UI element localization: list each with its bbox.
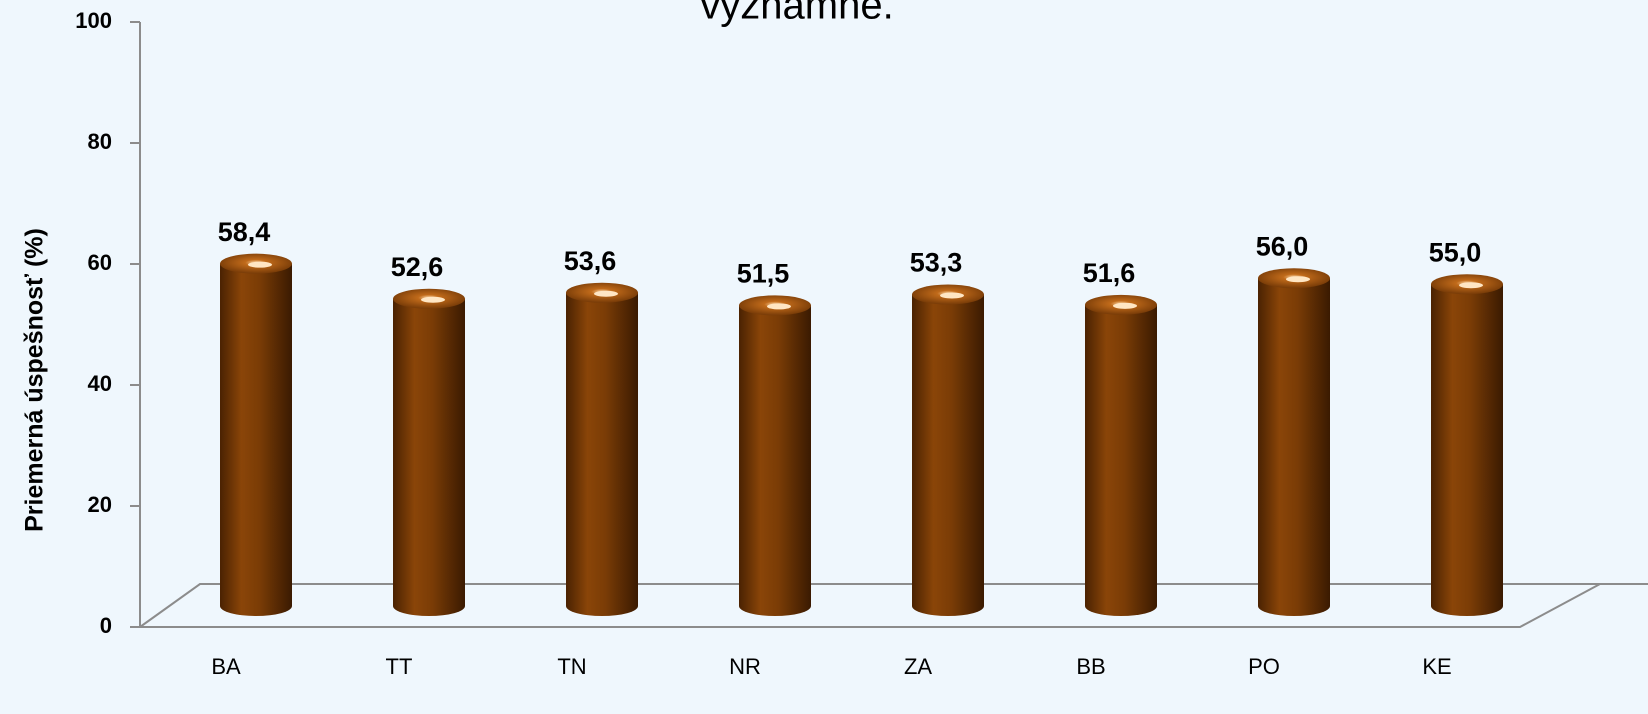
x-tick-label: NR: [729, 654, 761, 679]
bar-highlight: [1113, 302, 1137, 309]
bar: [220, 263, 292, 616]
x-tick-label: BB: [1076, 654, 1105, 679]
x-tick-label: BA: [211, 654, 241, 679]
y-tick-label: 20: [88, 492, 112, 517]
y-axis-label: Priemerná úspešnosť (%): [21, 228, 49, 532]
value-label: 55,0: [1429, 237, 1482, 267]
value-label: 56,0: [1256, 231, 1309, 261]
x-tick-label: ZA: [904, 654, 932, 679]
y-tick-label: 60: [88, 250, 112, 275]
x-tick-label: PO: [1248, 654, 1280, 679]
value-label: 58,4: [218, 217, 271, 247]
floor: [139, 22, 1648, 628]
value-label: 51,5: [737, 259, 790, 289]
bar-highlight: [1286, 276, 1310, 283]
y-tick-label: 80: [88, 129, 112, 154]
bar: [393, 298, 465, 616]
x-tick-label: KE: [1422, 654, 1451, 679]
bar: [566, 292, 638, 616]
bar-highlight: [248, 261, 272, 268]
bar-highlight: [767, 303, 791, 310]
chart-title: významné.: [700, 0, 893, 28]
y-tick-label: 40: [88, 371, 112, 396]
y-tick-label: 0: [100, 613, 112, 638]
x-tick-label: TT: [386, 654, 413, 679]
bar: [1258, 278, 1330, 616]
value-label: 51,6: [1083, 258, 1136, 288]
y-tick-label: 100: [75, 8, 112, 33]
bar-highlight: [594, 290, 618, 297]
bar: [912, 294, 984, 616]
value-label: 53,6: [564, 246, 617, 276]
bar-highlight: [1459, 282, 1483, 289]
value-label: 53,3: [910, 248, 963, 278]
bar-highlight: [421, 296, 445, 303]
bar: [1085, 304, 1157, 616]
x-tick-label: TN: [557, 654, 586, 679]
bar: [1431, 284, 1503, 616]
bar: [739, 305, 811, 616]
bar-highlight: [940, 292, 964, 299]
value-label: 52,6: [391, 252, 444, 282]
